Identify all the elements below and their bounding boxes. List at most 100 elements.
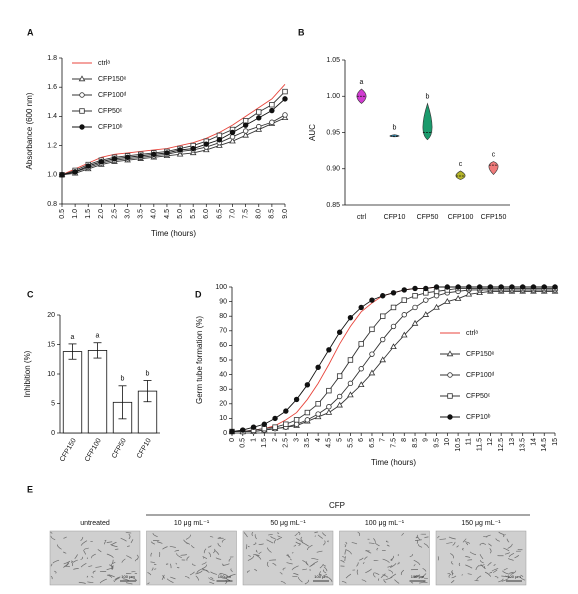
cell	[385, 576, 393, 580]
cell	[422, 568, 427, 572]
point	[240, 427, 246, 433]
point	[390, 323, 397, 330]
point	[357, 381, 365, 388]
x-tick-label: 4	[315, 438, 322, 442]
cell	[170, 563, 172, 569]
x-tick-label: CFP10	[384, 214, 406, 221]
x-tick-label: 4.0	[151, 209, 158, 219]
x-tick-label: 13	[509, 438, 516, 446]
legend-label: CFP50ᶜ	[466, 393, 491, 400]
cell	[126, 555, 132, 559]
point	[509, 284, 515, 290]
x-tick-label: 8	[401, 438, 408, 442]
scale-bar-label: 100 μm	[411, 574, 425, 579]
point	[326, 404, 332, 410]
cell	[464, 541, 470, 544]
point	[444, 297, 451, 304]
cell	[319, 573, 322, 576]
cell	[489, 572, 493, 574]
cell	[286, 562, 293, 565]
cell	[74, 554, 78, 560]
cell	[162, 546, 168, 550]
cell	[230, 568, 233, 572]
x-tick-label: 2.5	[283, 438, 290, 448]
cell	[322, 540, 326, 546]
cell	[64, 562, 69, 567]
cell	[414, 575, 420, 578]
cell	[248, 555, 251, 557]
cell	[506, 538, 510, 543]
cell	[419, 581, 425, 584]
point	[261, 425, 267, 432]
panel-label: C	[27, 289, 34, 299]
cell	[201, 561, 207, 565]
point	[347, 357, 354, 363]
cell	[91, 575, 94, 578]
cell	[357, 531, 361, 537]
point	[423, 285, 429, 292]
cell	[474, 579, 479, 582]
cell	[376, 547, 379, 551]
cell	[122, 578, 129, 581]
cell	[147, 582, 150, 585]
x-tick-label: 12	[487, 438, 494, 446]
cell	[63, 562, 70, 568]
cell	[130, 539, 134, 544]
y-tick-label: 1.0	[47, 172, 57, 179]
point	[203, 141, 209, 147]
y-tick-label: 1.6	[47, 84, 57, 91]
y-tick-label: 1.05	[326, 57, 340, 64]
cell	[375, 572, 380, 576]
point	[261, 421, 267, 427]
cell	[266, 539, 274, 544]
cell	[373, 538, 376, 543]
cell	[73, 559, 78, 563]
cell	[340, 560, 345, 564]
cell	[184, 575, 190, 579]
point	[111, 156, 118, 162]
cell	[186, 556, 190, 561]
cell	[520, 574, 524, 578]
scale-bar-label: 100 μm	[507, 574, 521, 579]
point	[552, 284, 558, 290]
x-tick-label: 10	[444, 438, 451, 446]
cell	[382, 558, 390, 563]
y-axis-label: Inhibition (%)	[23, 350, 32, 397]
cell	[221, 538, 226, 543]
cell	[50, 563, 53, 567]
point	[520, 284, 526, 290]
point	[282, 88, 288, 95]
cell	[196, 568, 202, 574]
cell	[509, 571, 514, 574]
cell	[277, 535, 281, 538]
cell	[344, 549, 347, 555]
cell	[201, 564, 208, 570]
cell	[152, 533, 158, 538]
cell	[476, 575, 482, 581]
image-label: 150 μg mL⁻¹	[461, 520, 501, 527]
point	[358, 366, 364, 372]
cell	[120, 537, 127, 542]
y-tick-label: 0.85	[326, 202, 340, 209]
point	[368, 369, 376, 376]
point	[293, 421, 300, 427]
x-tick-label: 8.0	[256, 209, 263, 219]
point	[411, 319, 419, 326]
cell	[136, 554, 139, 560]
cell	[390, 573, 397, 579]
y-axis-label: AUC	[308, 124, 317, 141]
point	[124, 154, 131, 160]
point	[412, 285, 418, 292]
cell	[452, 541, 456, 546]
cell	[483, 566, 486, 569]
cell	[291, 565, 299, 571]
cell	[247, 570, 250, 573]
point	[229, 428, 235, 435]
cell	[317, 534, 323, 539]
y-tick-label: 20	[47, 312, 55, 319]
point	[358, 341, 364, 347]
cell	[364, 556, 368, 560]
point	[242, 118, 249, 124]
cell	[487, 562, 492, 566]
cell	[247, 555, 255, 561]
